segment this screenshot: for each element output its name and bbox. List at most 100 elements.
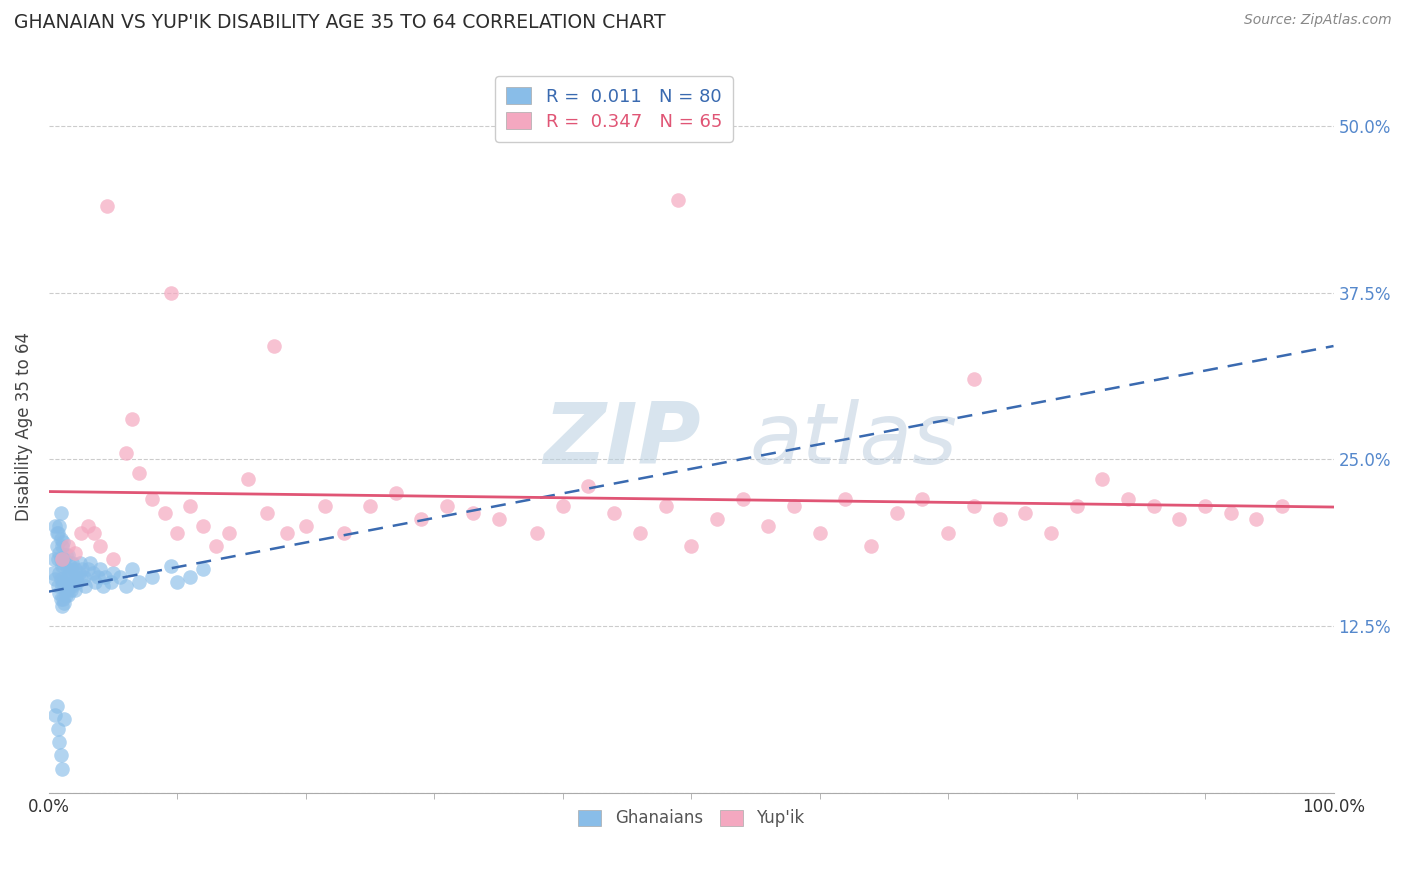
Point (56, 562, 79, 576)
Point (45, 525, 67, 540)
Point (76, 519, 98, 533)
Point (59, 562, 82, 576)
Point (121, 562, 143, 576)
Point (100, 575, 122, 590)
Point (60, 557, 83, 571)
Point (48, 735, 70, 749)
Point (53, 552, 76, 566)
Point (63, 546, 86, 560)
Point (59, 583, 82, 598)
Point (44, 708, 66, 723)
Point (103, 566, 125, 580)
Point (56, 583, 79, 598)
Point (48, 546, 70, 560)
Point (69, 557, 91, 571)
Point (333, 525, 356, 540)
Point (60, 579, 83, 593)
Point (45, 539, 67, 553)
Point (52, 575, 75, 590)
Point (263, 339, 285, 353)
Point (51, 762, 73, 776)
Point (218, 525, 240, 540)
Point (49, 506, 72, 520)
Point (76, 562, 98, 576)
Point (52, 592, 75, 607)
Point (166, 525, 188, 540)
Point (51, 579, 73, 593)
Point (668, 193, 690, 207)
Text: GHANAIAN VS YUP'IK DISABILITY AGE 35 TO 64 CORRELATION CHART: GHANAIAN VS YUP'IK DISABILITY AGE 35 TO … (14, 13, 665, 32)
Point (436, 499, 458, 513)
Point (756, 519, 779, 533)
Point (988, 512, 1011, 526)
Point (51, 539, 73, 553)
Point (706, 512, 728, 526)
Point (681, 539, 703, 553)
Point (91, 579, 114, 593)
Point (1091, 472, 1114, 486)
Point (51, 552, 73, 566)
Point (108, 570, 131, 584)
Point (70, 573, 93, 587)
Point (1014, 506, 1036, 520)
Point (141, 570, 163, 584)
Point (911, 492, 934, 507)
Text: ZIP: ZIP (544, 400, 702, 483)
Point (314, 499, 336, 513)
Point (58, 539, 80, 553)
Point (654, 499, 676, 513)
Point (936, 525, 959, 540)
Point (1039, 525, 1062, 540)
Point (834, 492, 856, 507)
Point (58, 579, 80, 593)
Point (191, 519, 214, 533)
Point (121, 412, 143, 426)
Point (141, 492, 163, 507)
Point (94, 570, 117, 584)
Point (628, 525, 651, 540)
Point (49, 592, 72, 607)
Point (48, 519, 70, 533)
Point (84, 575, 107, 590)
Point (153, 506, 176, 520)
Point (42, 552, 65, 566)
Point (48, 566, 70, 580)
Point (58, 570, 80, 584)
Point (115, 579, 138, 593)
Point (526, 525, 548, 540)
Point (385, 485, 408, 500)
Point (65, 570, 87, 584)
Text: Source: ZipAtlas.com: Source: ZipAtlas.com (1244, 13, 1392, 28)
Point (46, 525, 69, 540)
Point (63, 583, 86, 598)
Point (42, 566, 65, 580)
Point (53, 596, 76, 610)
Point (49, 748, 72, 763)
Point (179, 499, 201, 513)
Point (83, 525, 105, 540)
Point (67, 566, 90, 580)
Point (53, 575, 76, 590)
Point (52, 557, 75, 571)
Point (1168, 512, 1191, 526)
Point (55, 549, 77, 563)
Point (731, 492, 754, 507)
Point (58, 549, 80, 563)
Point (191, 562, 214, 576)
Point (205, 539, 228, 553)
Point (73, 579, 96, 593)
Point (51, 599, 73, 613)
Point (488, 512, 510, 526)
Point (128, 575, 150, 590)
Point (963, 499, 986, 513)
Point (51, 559, 73, 574)
Point (72, 562, 94, 576)
Point (1219, 506, 1241, 520)
Point (62, 575, 84, 590)
Point (411, 512, 433, 526)
Point (1271, 499, 1294, 513)
Point (46, 722, 69, 736)
Point (55, 570, 77, 584)
Point (236, 472, 259, 486)
Point (276, 525, 298, 540)
